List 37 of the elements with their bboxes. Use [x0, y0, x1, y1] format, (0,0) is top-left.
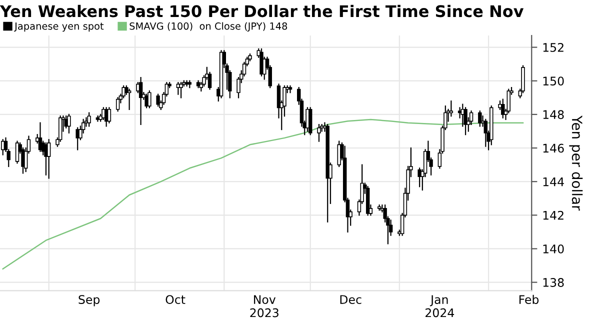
candlestick [288, 85, 292, 94]
x-tick-label: Sep [78, 295, 100, 306]
x-tick-label: Dec [340, 295, 362, 304]
candlestick [138, 76, 143, 126]
candlestick [478, 110, 482, 127]
legend-label: SMAVG (100) on Close (JPY) 148 [130, 22, 288, 32]
candlestick [148, 90, 152, 108]
candlestick [87, 112, 91, 127]
candlestick [46, 139, 51, 179]
y-tick-label: 146 [543, 144, 564, 153]
y-tick-label: 152 [543, 43, 564, 52]
y-tick-label: 142 [543, 210, 564, 220]
x-tick-label: Oct [166, 295, 186, 304]
candlestick [501, 98, 505, 118]
candlestick [156, 94, 160, 107]
candlestick [337, 140, 341, 168]
candlestick [107, 107, 112, 124]
x-tick-label: Jan 2024 [426, 295, 454, 318]
chart-title: Yen Weakens Past 150 Per Dollar the First Time Since Nov [0, 4, 524, 18]
x-tick-label: Feb [519, 294, 539, 304]
candlestick [116, 97, 120, 112]
candlestick [317, 124, 321, 142]
candlestick [67, 114, 71, 134]
candlestick [127, 88, 132, 110]
x-tick-label: Nov 2023 [250, 295, 278, 318]
candlestick [464, 107, 468, 136]
y-tick-label: 150 [543, 76, 564, 86]
candlestick [15, 140, 20, 164]
y-axis-title: Yen per dollar [569, 116, 583, 211]
candlestick [308, 107, 312, 136]
y-tick-label: 148 [543, 110, 564, 120]
y-tick-label: 144 [543, 177, 564, 186]
y-tick-label: 138 [543, 278, 564, 287]
legend-label: Japanese yen spot [14, 22, 104, 32]
candlestick [484, 118, 488, 147]
y-tick-label: 140 [543, 244, 564, 254]
candlestick [179, 82, 183, 98]
